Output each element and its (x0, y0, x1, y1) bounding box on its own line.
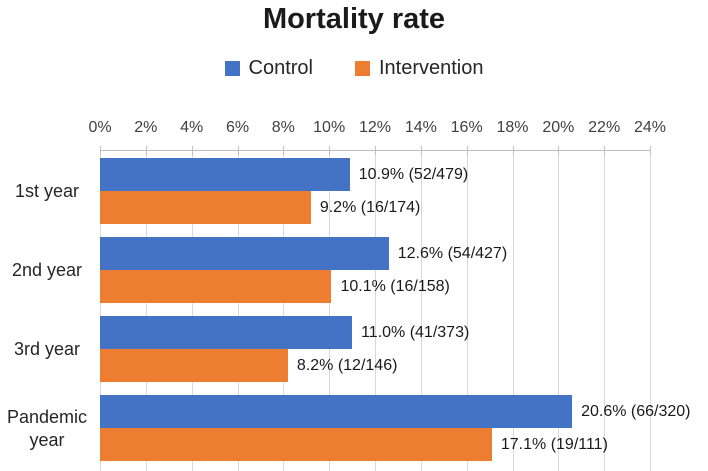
x-axis-line (100, 150, 650, 151)
category-label: Pandemic year (6, 407, 88, 450)
intervention-bar-label: 10.1% (16/158) (340, 277, 450, 295)
control-bar (100, 316, 353, 349)
gridline (329, 150, 331, 471)
intervention-bar-label: 8.2% (12/146) (296, 356, 398, 374)
legend-item-control: Control (224, 57, 313, 80)
control-bar (100, 158, 350, 191)
control-bar (100, 237, 389, 270)
x-tick-label: 14% (404, 119, 437, 136)
control-bar-label: 11.0% (41/373) (361, 323, 470, 341)
control-swatch-icon (224, 61, 240, 76)
gridline (558, 150, 560, 471)
gridline (283, 150, 285, 471)
gridline (145, 150, 147, 471)
gridline (650, 150, 651, 471)
legend-label-intervention: Intervention (378, 57, 484, 79)
legend-label-control: Control (248, 57, 313, 79)
category-label: 3rd year (13, 339, 81, 359)
chart-legend: Control Intervention (0, 57, 708, 80)
bar-group: 10.9% (52/479) 9.2% (16/174) (100, 158, 650, 224)
bar-group: 12.6% (54/427) 10.1% (16/158) (100, 237, 650, 303)
gridline (237, 150, 239, 471)
intervention-bar (100, 349, 288, 382)
x-tick-label: 12% (358, 119, 392, 136)
legend-item-intervention: Intervention (354, 57, 484, 80)
control-bar-label: 12.6% (54/427) (397, 244, 508, 262)
control-bar-label: 10.9% (52/479) (358, 165, 469, 183)
axis-tick (650, 146, 651, 155)
x-tick-label: 22% (588, 119, 621, 136)
category-label: 1st year (14, 181, 80, 201)
x-tick-label: 10% (313, 119, 346, 136)
intervention-bar (100, 191, 311, 224)
gridline (191, 150, 193, 471)
x-tick-label: 8% (271, 119, 295, 136)
plot-area: 10.9% (52/479) 9.2% (16/174) 12.6% (54/427… (100, 146, 690, 471)
intervention-bar-label: 9.2% (16/174) (319, 198, 421, 216)
gridline (512, 150, 514, 471)
bar-group: 20.6% (66/320) 17.1% (19/111) (100, 395, 690, 461)
category-label: 2nd year (11, 260, 83, 280)
control-bar (100, 395, 573, 428)
intervention-swatch-icon (354, 61, 370, 76)
intervention-bar (100, 270, 332, 303)
x-tick-label: 0% (88, 119, 112, 136)
intervention-bar-label: 17.1% (19/111) (500, 435, 608, 453)
gridline (375, 150, 376, 471)
intervention-bar (100, 428, 492, 461)
gridline (100, 150, 101, 471)
x-tick-label: 16% (450, 119, 483, 136)
gridline (466, 150, 468, 471)
x-tick-label: 6% (225, 119, 250, 136)
bar-group: 11.0% (41/373) 8.2% (12/146) (100, 316, 650, 382)
x-tick-label: 18% (496, 119, 529, 136)
gridline (604, 150, 606, 471)
x-tick-label: 24% (633, 119, 667, 136)
gridline (420, 150, 422, 471)
control-bar-label: 20.6% (66/320) (581, 402, 691, 420)
chart-title: Mortality rate (262, 3, 446, 35)
x-tick-label: 20% (542, 119, 575, 136)
x-tick-label: 4% (180, 119, 204, 136)
x-tick-label: 2% (134, 119, 158, 136)
